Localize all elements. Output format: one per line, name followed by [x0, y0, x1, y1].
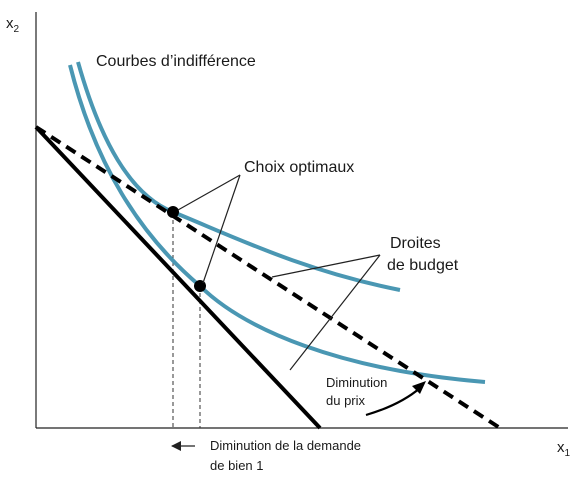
label-price-decrease-1: Diminution — [326, 375, 387, 390]
label-indifference-curves: Courbes d’indifférence — [96, 53, 256, 70]
pointer-budget-2 — [289, 254, 381, 371]
budget-line-solid — [34, 125, 322, 430]
indifference-curve-lower — [68, 64, 486, 384]
label-demand-decrease-1: Diminution de la demande — [210, 438, 361, 453]
price-decrease-arrow — [365, 387, 421, 417]
pointer-optimal-1 — [177, 174, 241, 211]
y-axis-label: x2 — [6, 15, 20, 35]
budget-line-dashed — [34, 125, 502, 430]
price-decrease-arrowhead — [412, 381, 426, 394]
label-optimal-choices: Choix optimaux — [244, 159, 354, 176]
label-budget-lines-1: Droites — [390, 235, 441, 252]
pointer-budget-1 — [271, 254, 381, 278]
label-budget-lines-2: de budget — [387, 257, 459, 274]
label-price-decrease-2: du prix — [326, 393, 366, 408]
pointer-optimal-2 — [202, 174, 241, 284]
label-demand-decrease-2: de bien 1 — [210, 458, 264, 473]
x-axis-label: x1 — [557, 439, 571, 459]
optimal-point-2 — [194, 280, 206, 292]
optimal-point-1 — [167, 206, 179, 218]
